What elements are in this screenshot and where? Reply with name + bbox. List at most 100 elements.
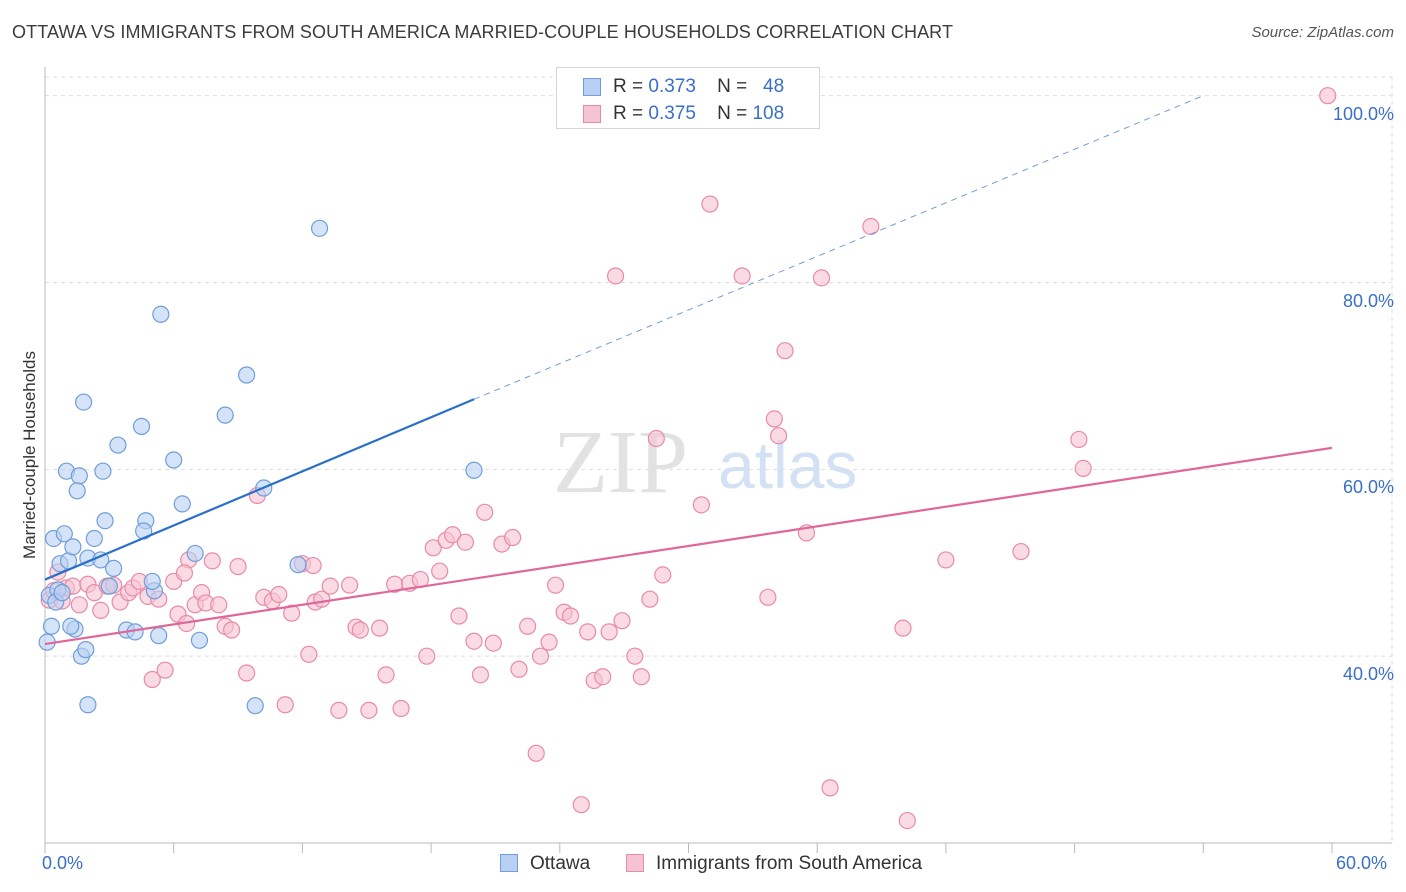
point-ottawa xyxy=(85,529,103,548)
r-value: 0.375 xyxy=(648,103,696,124)
point-south-america xyxy=(1070,430,1088,449)
point-south-america xyxy=(377,666,395,684)
point-south-america xyxy=(476,503,494,521)
point-ottawa xyxy=(238,366,256,384)
point-ottawa xyxy=(246,697,264,715)
point-ottawa xyxy=(100,577,118,595)
ottawa-swatch xyxy=(583,78,601,96)
point-south-america xyxy=(531,647,550,665)
point-south-america xyxy=(504,528,522,547)
point-south-america xyxy=(701,195,719,213)
n-value: 108 xyxy=(752,103,785,124)
point-south-america xyxy=(600,623,618,641)
point-south-america xyxy=(70,596,88,614)
point-south-america xyxy=(510,660,528,678)
point-south-america xyxy=(92,601,110,619)
point-south-america xyxy=(862,217,880,236)
point-south-america xyxy=(1074,459,1092,478)
point-ottawa xyxy=(77,641,95,659)
n-label: N = xyxy=(717,103,748,124)
point-ottawa xyxy=(62,617,80,635)
point-south-america xyxy=(692,496,710,514)
point-ottawa xyxy=(216,406,234,424)
point-south-america xyxy=(527,744,545,762)
r-value: 0.373 xyxy=(648,76,696,97)
point-ottawa xyxy=(465,461,483,479)
point-south-america xyxy=(351,621,369,639)
trend-line-ottawa-extension xyxy=(473,95,1204,400)
point-ottawa xyxy=(109,436,127,454)
point-south-america xyxy=(276,696,294,714)
point-south-america xyxy=(606,267,625,285)
point-south-america xyxy=(210,596,228,614)
point-south-america xyxy=(647,429,665,448)
point-ottawa xyxy=(96,512,114,530)
source-label: Source: ZipAtlas.com xyxy=(1251,24,1394,41)
x-tick-label-max: 60.0% xyxy=(1336,853,1388,873)
point-south-america xyxy=(894,619,912,637)
y-tick-label: 100.0% xyxy=(1332,103,1394,124)
point-south-america xyxy=(572,796,590,814)
point-ottawa xyxy=(53,584,71,602)
point-south-america xyxy=(223,621,241,639)
point-south-america xyxy=(424,539,442,557)
point-ottawa xyxy=(132,417,151,435)
points-south-america xyxy=(40,87,1337,830)
point-south-america xyxy=(371,619,389,637)
point-south-america xyxy=(561,607,580,625)
point-ottawa xyxy=(105,559,123,577)
watermark-zip: ZIP xyxy=(553,413,688,512)
point-south-america xyxy=(238,664,256,682)
y-axis-label: Married-couple Households xyxy=(20,351,39,559)
watermark: ZIP atlas xyxy=(553,413,857,512)
point-south-america xyxy=(175,564,194,582)
point-south-america xyxy=(769,427,788,445)
point-south-america xyxy=(654,566,672,584)
point-south-america xyxy=(776,342,794,360)
point-ottawa xyxy=(79,696,97,714)
point-south-america xyxy=(1319,87,1337,105)
point-ottawa xyxy=(190,631,209,649)
point-south-america xyxy=(594,668,612,686)
point-ottawa xyxy=(70,467,88,485)
point-south-america xyxy=(203,552,221,570)
point-ottawa xyxy=(75,393,93,411)
r-label: R = xyxy=(613,76,644,97)
ottawa-swatch xyxy=(500,854,518,872)
point-ottawa xyxy=(152,305,170,323)
point-south-america xyxy=(765,410,783,428)
point-south-america xyxy=(812,269,831,287)
points-ottawa xyxy=(38,219,483,715)
point-south-america xyxy=(418,647,436,665)
point-south-america xyxy=(143,670,161,689)
point-south-america xyxy=(898,811,916,830)
r-label: R = xyxy=(613,103,644,124)
n-value: 48 xyxy=(763,76,785,97)
point-south-america xyxy=(340,576,359,594)
y-tick-label: 40.0% xyxy=(1342,664,1394,685)
point-ottawa xyxy=(186,544,204,563)
point-south-america xyxy=(632,668,650,686)
point-ottawa xyxy=(68,482,86,500)
point-south-america xyxy=(540,633,558,651)
point-ottawa xyxy=(42,617,61,635)
point-south-america xyxy=(484,634,502,652)
point-south-america xyxy=(300,645,318,663)
trend-line-ottawa xyxy=(44,398,475,581)
x-tick-label-min: 0.0% xyxy=(42,853,84,873)
south-america-swatch xyxy=(626,854,644,872)
y-tick-label: 60.0% xyxy=(1342,477,1394,498)
point-south-america xyxy=(471,666,490,684)
point-ottawa xyxy=(143,572,161,591)
point-south-america xyxy=(229,557,247,576)
watermark-atlas: atlas xyxy=(718,428,857,502)
point-south-america xyxy=(519,617,537,635)
point-south-america xyxy=(733,267,751,285)
point-south-america xyxy=(456,533,475,551)
point-south-america xyxy=(360,701,378,719)
point-south-america xyxy=(626,647,644,665)
point-south-america xyxy=(270,585,288,604)
point-ottawa xyxy=(173,495,191,513)
n-label: N = xyxy=(717,76,748,97)
